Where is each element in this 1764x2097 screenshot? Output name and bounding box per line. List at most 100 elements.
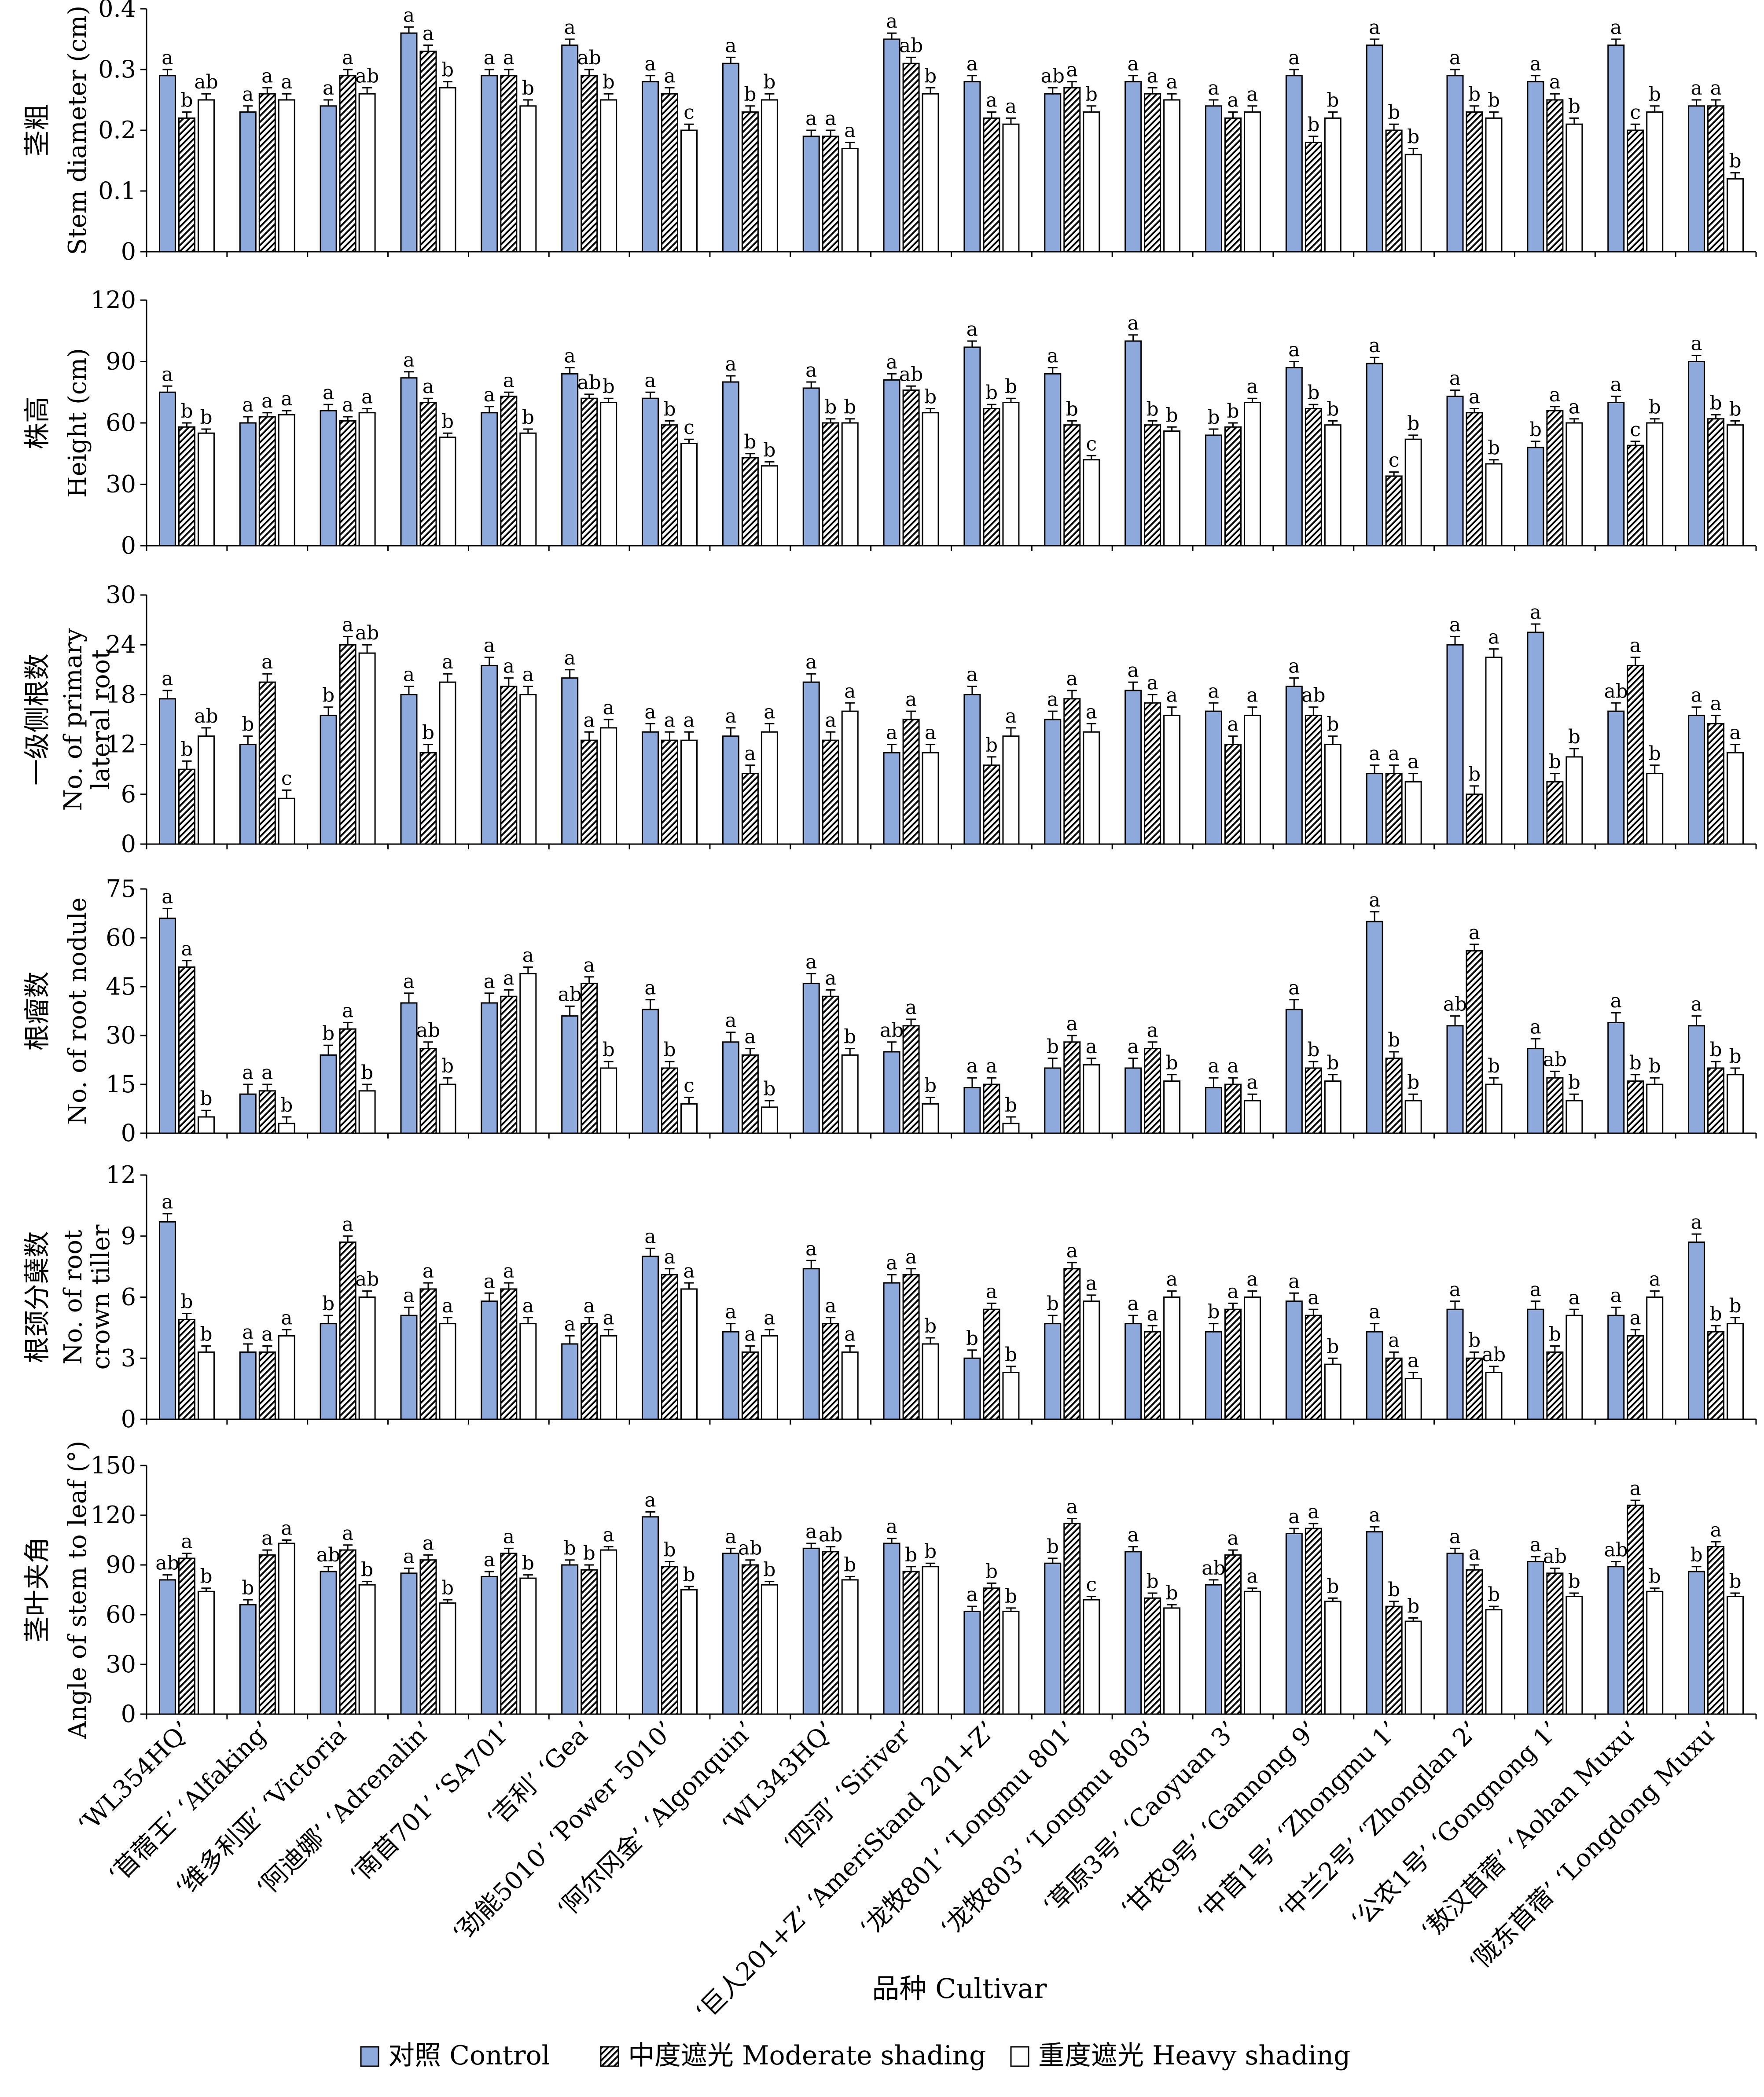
bar-moderate	[1305, 715, 1322, 845]
significance-letter: a	[503, 369, 514, 392]
bar-moderate	[1063, 424, 1081, 547]
bar-moderate	[178, 1318, 195, 1420]
bar-heavy	[1727, 1074, 1744, 1134]
bar-control	[1527, 1561, 1544, 1715]
bar-heavy	[197, 1590, 215, 1715]
significance-letter: b	[522, 77, 534, 99]
bar-moderate	[178, 117, 195, 253]
bar-moderate	[500, 1288, 518, 1420]
legend-label: 重度遮光 Heavy shading	[1038, 2040, 1350, 2071]
bar-control	[1688, 715, 1705, 845]
bar-control	[642, 1256, 659, 1420]
bar-moderate	[1707, 1067, 1725, 1134]
significance-letter: b	[1327, 1335, 1339, 1358]
significance-letter: a	[986, 89, 997, 112]
significance-letter: a	[844, 120, 856, 142]
significance-letter: b	[744, 83, 756, 106]
significance-letter: ab	[194, 705, 218, 727]
bar-heavy	[1324, 117, 1341, 253]
bar-control	[963, 1087, 981, 1134]
significance-letter: a	[1208, 1055, 1219, 1077]
significance-letter: ab	[1041, 65, 1065, 87]
bar-moderate	[1144, 1331, 1161, 1420]
bar-moderate	[983, 1083, 1000, 1134]
bar-heavy	[1646, 1083, 1664, 1134]
bar-control	[1205, 1331, 1222, 1420]
significance-letter: a	[1166, 684, 1178, 707]
bar-control	[561, 1564, 579, 1715]
significance-letter: b	[763, 71, 775, 93]
bar-moderate	[1627, 665, 1644, 845]
significance-letter: c	[1086, 1574, 1097, 1596]
significance-letter: b	[603, 1039, 615, 1061]
bar-heavy	[1404, 438, 1422, 547]
significance-letter: ab	[558, 983, 581, 1006]
significance-letter: a	[805, 651, 817, 673]
significance-letter: a	[1288, 1270, 1300, 1293]
bar-control	[1125, 1323, 1142, 1420]
significance-letter: b	[180, 89, 193, 112]
bar-heavy	[519, 1323, 537, 1420]
bar-moderate	[581, 75, 598, 253]
significance-letter: b	[763, 1559, 775, 1581]
significance-letter: b	[361, 1061, 373, 1084]
bar-moderate	[1305, 142, 1322, 253]
bar-heavy	[1485, 117, 1503, 253]
significance-letter: b	[322, 684, 334, 707]
significance-letter: b	[1307, 1039, 1319, 1061]
bar-control	[1446, 1308, 1464, 1420]
bar-moderate	[983, 408, 1000, 547]
significance-letter: a	[1630, 635, 1641, 657]
bar-control	[1446, 1553, 1464, 1715]
bar-control	[1446, 1025, 1464, 1134]
y-tick-label: 0	[121, 532, 136, 559]
significance-letter: a	[1690, 77, 1702, 99]
significance-letter: a	[725, 705, 736, 727]
significance-letter: ab	[1543, 1546, 1567, 1568]
significance-letter: b	[985, 1560, 998, 1583]
bar-moderate	[902, 1025, 920, 1134]
bar-control	[1125, 690, 1142, 845]
significance-letter: ab	[1301, 684, 1325, 707]
bar-moderate	[661, 1566, 679, 1715]
y-tick-label: 3	[121, 1344, 136, 1372]
significance-letter: a	[1128, 312, 1139, 334]
significance-letter: a	[644, 701, 656, 723]
bar-moderate	[983, 1587, 1000, 1715]
significance-letter: b	[1568, 1071, 1580, 1094]
significance-letter: a	[181, 938, 192, 960]
bar-control	[481, 1002, 498, 1134]
significance-letter: a	[1147, 65, 1158, 87]
significance-letter: b	[361, 1559, 373, 1581]
significance-letter: a	[886, 722, 897, 744]
significance-letter: a	[1530, 1278, 1541, 1301]
significance-letter: a	[1530, 1534, 1541, 1556]
significance-letter: b	[924, 65, 937, 87]
significance-letter: b	[763, 439, 775, 461]
significance-letter: a	[403, 4, 415, 26]
bar-moderate	[1385, 1357, 1403, 1420]
significance-letter: a	[342, 1213, 353, 1236]
bar-control	[722, 735, 739, 845]
significance-letter: a	[725, 34, 736, 57]
bar-control	[1044, 719, 1062, 845]
bar-heavy	[1646, 422, 1664, 547]
bar-heavy	[841, 710, 859, 845]
bar-moderate	[1546, 1572, 1564, 1715]
significance-letter: b	[522, 1552, 534, 1575]
significance-letter: b	[1207, 406, 1220, 429]
significance-letter: a	[1369, 334, 1380, 357]
bar-moderate	[258, 93, 276, 253]
significance-letter: b	[1709, 392, 1722, 414]
significance-letter: b	[1468, 763, 1481, 786]
significance-letter: a	[1066, 1240, 1078, 1262]
significance-letter: a	[503, 1260, 514, 1282]
significance-letter: b	[1005, 375, 1017, 398]
significance-letter: a	[403, 970, 415, 993]
significance-letter: ab	[577, 47, 601, 69]
significance-letter: a	[1388, 1329, 1400, 1351]
significance-letter: a	[1569, 1286, 1580, 1309]
significance-letter: a	[825, 107, 836, 130]
